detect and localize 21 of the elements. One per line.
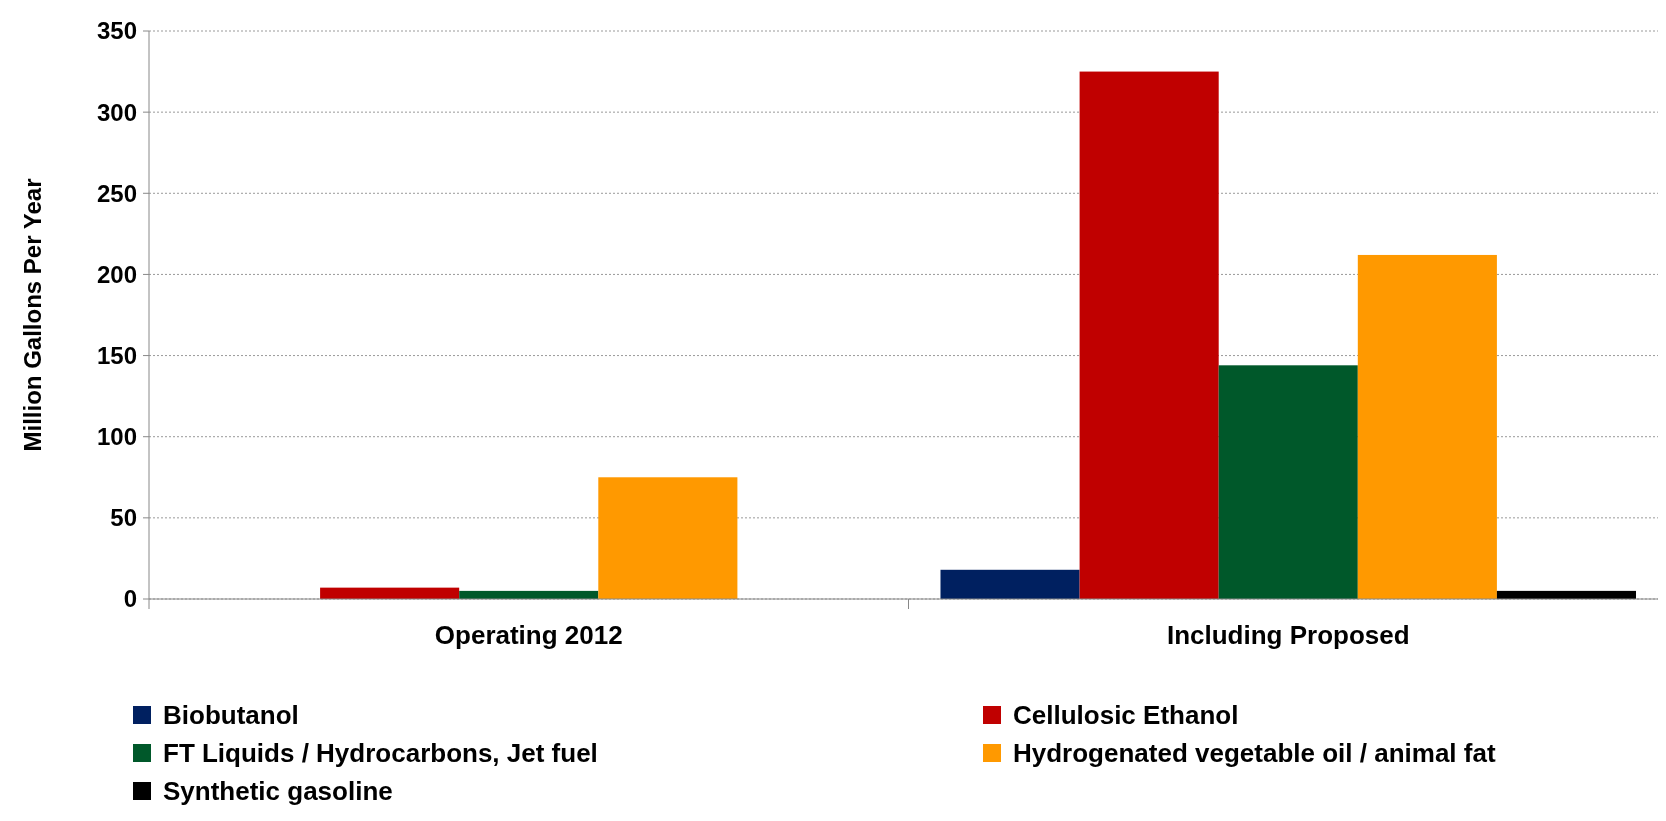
legend-label: FT Liquids / Hydrocarbons, Jet fuel: [163, 738, 598, 769]
y-tick-label: 0: [123, 585, 137, 613]
bar: [940, 569, 1080, 599]
legend-label: Synthetic gasoline: [163, 776, 393, 807]
x-tick-label: Operating 2012: [434, 620, 623, 650]
y-tick-label: 300: [96, 98, 137, 126]
bar: [1357, 254, 1497, 599]
y-tick-label: 200: [96, 260, 137, 288]
bar: [1079, 71, 1219, 599]
y-axis-title: Million Gallons Per Year: [19, 178, 46, 452]
y-tick-label: 50: [110, 504, 137, 532]
bar: [1218, 365, 1358, 599]
y-tick-label: 250: [96, 179, 137, 207]
bar: [598, 477, 738, 599]
y-tick-label: 150: [96, 341, 137, 369]
legend-label: Biobutanol: [163, 700, 299, 731]
legend-label: Hydrogenated vegetable oil / animal fat: [1013, 738, 1496, 769]
y-tick-label: 350: [96, 17, 137, 45]
y-tick-label: 100: [96, 423, 137, 451]
x-tick-label: Including Proposed: [1166, 620, 1410, 650]
legend-label: Cellulosic Ethanol: [1013, 700, 1239, 731]
